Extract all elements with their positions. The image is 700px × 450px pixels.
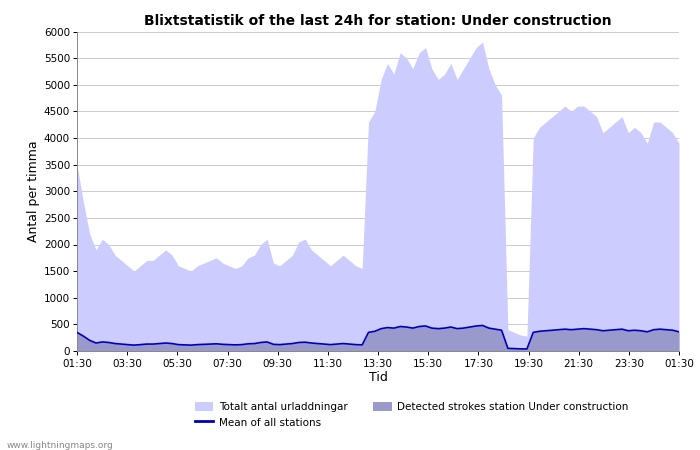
X-axis label: Tid: Tid xyxy=(369,371,387,384)
Title: Blixtstatistik of the last 24h for station: Under construction: Blixtstatistik of the last 24h for stati… xyxy=(144,14,612,27)
Text: www.lightningmaps.org: www.lightningmaps.org xyxy=(7,441,113,450)
Y-axis label: Antal per timma: Antal per timma xyxy=(27,140,40,242)
Legend: Totalt antal urladdningar, Mean of all stations, Detected strokes station Under : Totalt antal urladdningar, Mean of all s… xyxy=(190,398,633,432)
